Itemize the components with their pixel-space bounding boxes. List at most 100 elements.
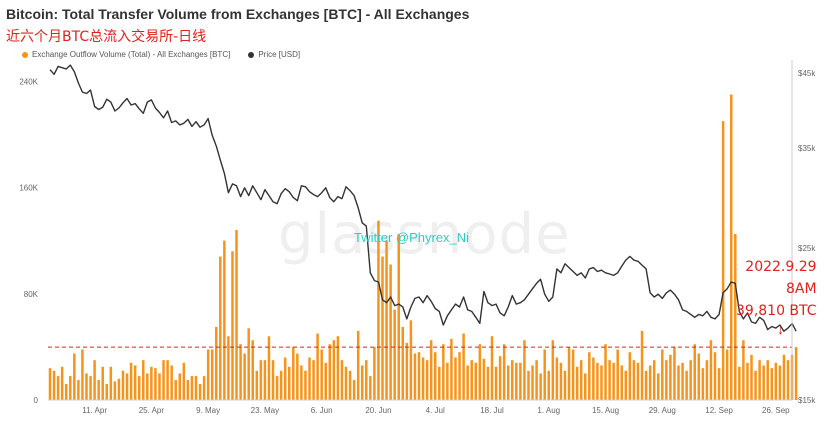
bar-24[interactable]	[146, 373, 149, 400]
bar-85[interactable]	[393, 309, 396, 400]
bar-150[interactable]	[657, 373, 660, 400]
bar-30[interactable]	[170, 365, 173, 400]
bar-163[interactable]	[709, 340, 713, 400]
bar-65[interactable]	[312, 360, 315, 400]
bar-126[interactable]	[559, 362, 563, 400]
bar-45[interactable]	[231, 251, 234, 400]
bar-102[interactable]	[462, 333, 465, 400]
bar-176[interactable]	[762, 365, 765, 400]
bar-165[interactable]	[717, 368, 721, 401]
bar-67[interactable]	[320, 349, 323, 400]
bar-153[interactable]	[669, 354, 672, 400]
bar-23[interactable]	[142, 360, 145, 400]
bar-2[interactable]	[56, 376, 60, 400]
bar-132[interactable]	[584, 373, 587, 400]
bar-27[interactable]	[158, 373, 161, 400]
bar-19[interactable]	[125, 373, 129, 400]
bar-13[interactable]	[101, 366, 104, 400]
bar-48[interactable]	[243, 353, 246, 400]
bar-103[interactable]	[466, 365, 469, 400]
bar-61[interactable]	[296, 353, 299, 400]
bar-17[interactable]	[117, 378, 121, 400]
bar-25[interactable]	[150, 366, 153, 400]
bar-178[interactable]	[770, 368, 774, 401]
bar-0[interactable]	[48, 368, 52, 401]
bar-99[interactable]	[450, 338, 453, 400]
legend-item-price[interactable]: Price [USD]	[248, 50, 300, 59]
bar-107[interactable]	[482, 358, 486, 400]
bar-144[interactable]	[632, 360, 636, 400]
bar-89[interactable]	[409, 320, 413, 400]
bar-42[interactable]	[219, 256, 222, 400]
bar-162[interactable]	[705, 360, 709, 400]
bar-56[interactable]	[275, 376, 279, 400]
bar-177[interactable]	[766, 360, 769, 400]
bar-129[interactable]	[571, 349, 575, 400]
bar-179[interactable]	[774, 362, 778, 400]
price-line[interactable]	[49, 64, 797, 332]
bar-28[interactable]	[162, 360, 165, 400]
bar-156[interactable]	[681, 362, 684, 400]
bar-8[interactable]	[81, 349, 84, 400]
bar-146[interactable]	[640, 330, 644, 400]
bar-82[interactable]	[381, 256, 384, 400]
bar-118[interactable]	[527, 370, 530, 400]
bar-83[interactable]	[385, 240, 388, 401]
bar-159[interactable]	[693, 344, 696, 400]
bar-50[interactable]	[251, 340, 254, 400]
bar-136[interactable]	[600, 365, 603, 400]
bar-142[interactable]	[624, 370, 628, 400]
bar-161[interactable]	[701, 368, 705, 401]
bar-39[interactable]	[206, 349, 210, 400]
bar-106[interactable]	[478, 344, 482, 400]
bar-125[interactable]	[555, 357, 559, 401]
bar-34[interactable]	[186, 380, 190, 400]
bar-29[interactable]	[166, 360, 169, 400]
bar-137[interactable]	[604, 344, 607, 400]
bar-168[interactable]	[729, 94, 733, 400]
bar-6[interactable]	[73, 353, 76, 400]
bar-70[interactable]	[332, 340, 336, 400]
bar-117[interactable]	[523, 340, 526, 400]
bar-68[interactable]	[324, 362, 327, 400]
bar-86[interactable]	[397, 233, 400, 400]
bar-171[interactable]	[742, 340, 745, 400]
bar-1[interactable]	[52, 370, 56, 400]
bar-59[interactable]	[288, 366, 291, 400]
bar-95[interactable]	[433, 352, 437, 400]
bar-184[interactable]	[794, 347, 798, 400]
bar-164[interactable]	[713, 352, 717, 400]
bar-79[interactable]	[369, 376, 372, 400]
bar-147[interactable]	[644, 370, 648, 400]
bar-72[interactable]	[340, 360, 344, 400]
bar-141[interactable]	[620, 365, 623, 400]
bar-4[interactable]	[64, 384, 68, 400]
bar-170[interactable]	[738, 366, 741, 400]
bar-75[interactable]	[352, 380, 356, 400]
bar-157[interactable]	[685, 370, 688, 400]
legend-item-outflow[interactable]: Exchange Outflow Volume (Total) - All Ex…	[22, 50, 230, 59]
bar-5[interactable]	[69, 376, 72, 400]
bar-63[interactable]	[304, 370, 307, 400]
bar-60[interactable]	[292, 346, 295, 401]
bar-9[interactable]	[85, 373, 88, 400]
bar-114[interactable]	[511, 360, 514, 400]
bar-90[interactable]	[413, 353, 417, 400]
bar-152[interactable]	[665, 360, 668, 400]
bar-54[interactable]	[267, 336, 271, 400]
bar-77[interactable]	[360, 365, 364, 400]
bar-97[interactable]	[442, 344, 445, 400]
bar-20[interactable]	[129, 362, 133, 400]
bar-88[interactable]	[405, 342, 409, 400]
bar-51[interactable]	[255, 370, 259, 400]
bar-105[interactable]	[474, 362, 478, 400]
bar-166[interactable]	[721, 121, 725, 400]
bar-84[interactable]	[389, 264, 392, 400]
bar-121[interactable]	[539, 373, 542, 400]
bar-182[interactable]	[786, 360, 790, 400]
bar-133[interactable]	[588, 352, 591, 400]
bar-167[interactable]	[725, 349, 729, 400]
bar-128[interactable]	[567, 346, 571, 401]
bar-16[interactable]	[113, 381, 117, 400]
bar-113[interactable]	[506, 365, 510, 400]
